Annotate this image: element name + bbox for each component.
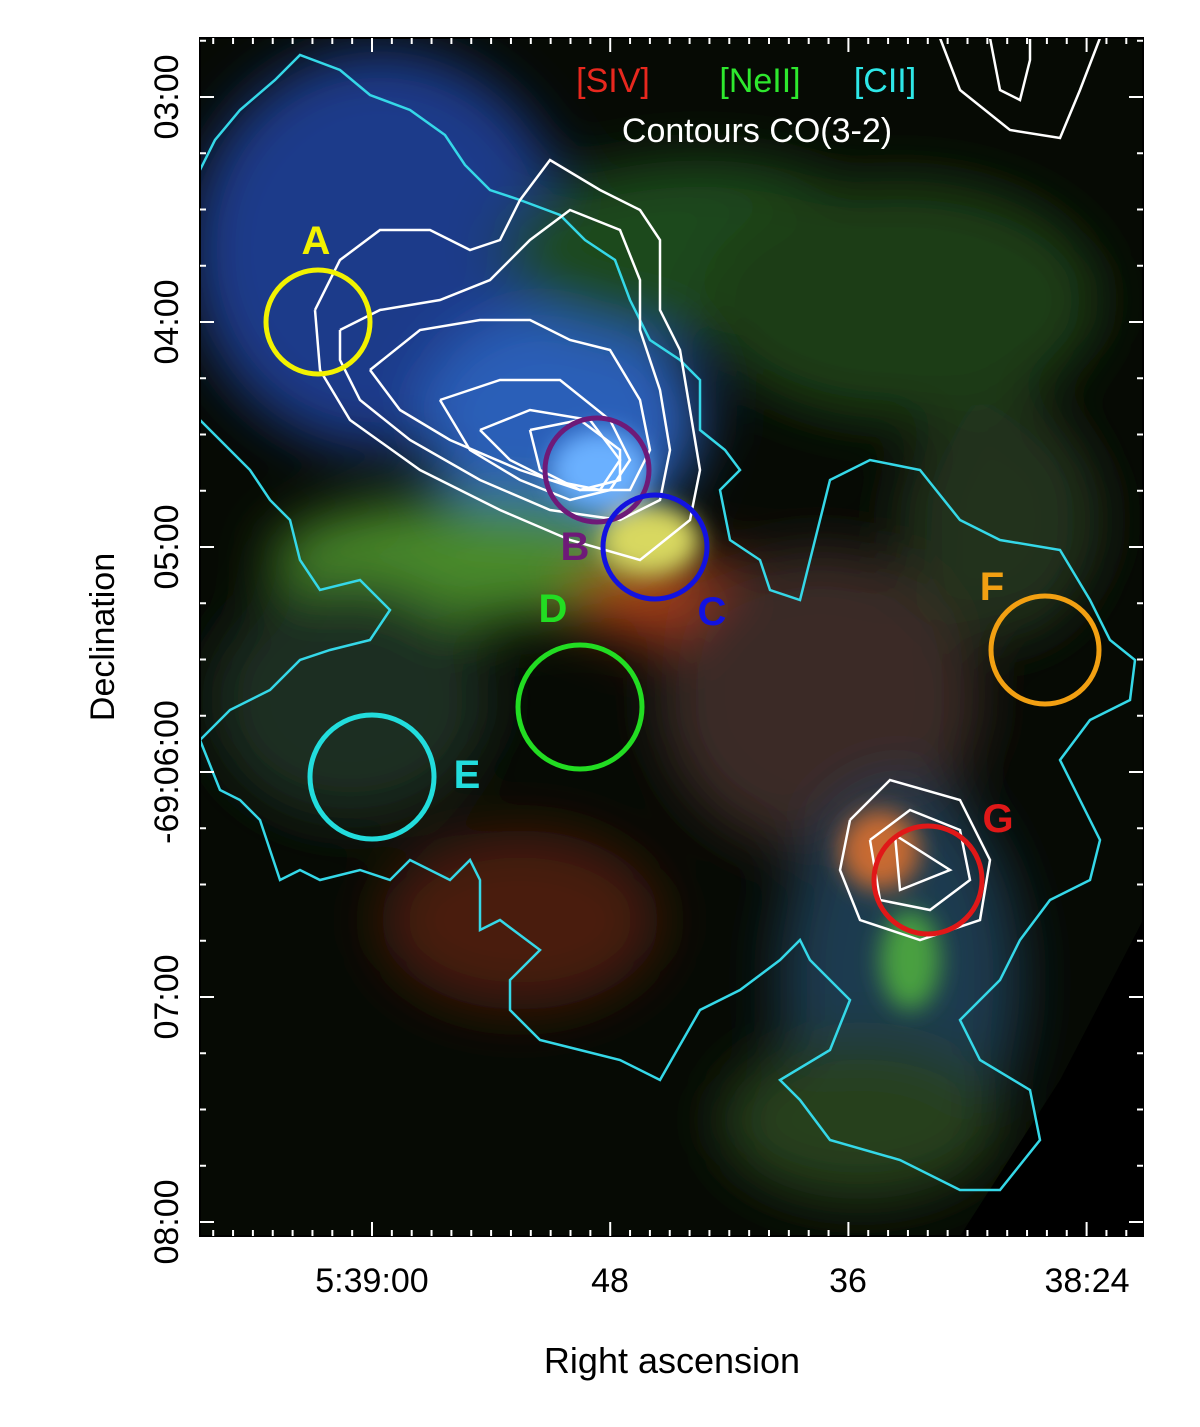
region-label: D (539, 587, 568, 631)
region-circle (515, 642, 645, 772)
x-tick-label: 5:39:00 (315, 1262, 428, 1300)
y-tick-label: 05:00 (148, 504, 186, 589)
region-label: G (982, 797, 1013, 841)
plot-frame (199, 37, 1144, 1237)
x-axis-label: Right ascension (544, 1340, 800, 1381)
sky-image (200, 38, 1143, 1236)
y-axis-label: Declination (84, 553, 122, 721)
legend-entry: [SIV] (576, 62, 650, 100)
legend-entry: [CII] (854, 62, 916, 100)
region-label: E (454, 753, 481, 797)
legend-entry: [NeII] (719, 62, 800, 100)
x-tick-label: 38:24 (1044, 1262, 1129, 1300)
y-tick-label: 07:00 (148, 954, 186, 1039)
x-tick-label: 36 (829, 1262, 867, 1300)
region-circle (871, 823, 985, 937)
x-tick-label: 48 (591, 1262, 629, 1300)
y-tick-label: 03:00 (148, 54, 186, 139)
region-label: A (302, 219, 331, 263)
region-circle (542, 415, 652, 525)
region-circle (988, 593, 1102, 707)
y-tick-label: 04:00 (148, 279, 186, 364)
tick-marks (200, 38, 1143, 1236)
region-circle (307, 712, 437, 842)
region-circle (600, 492, 710, 602)
region-label: B (561, 525, 590, 569)
y-tick-label: 08:00 (148, 1179, 186, 1264)
legend-entry: Contours CO(3-2) (622, 112, 892, 150)
region-label: F (980, 565, 1004, 609)
region-circle (263, 267, 373, 377)
region-label: C (698, 590, 727, 634)
y-tick-label: -69:06:00 (148, 700, 186, 844)
